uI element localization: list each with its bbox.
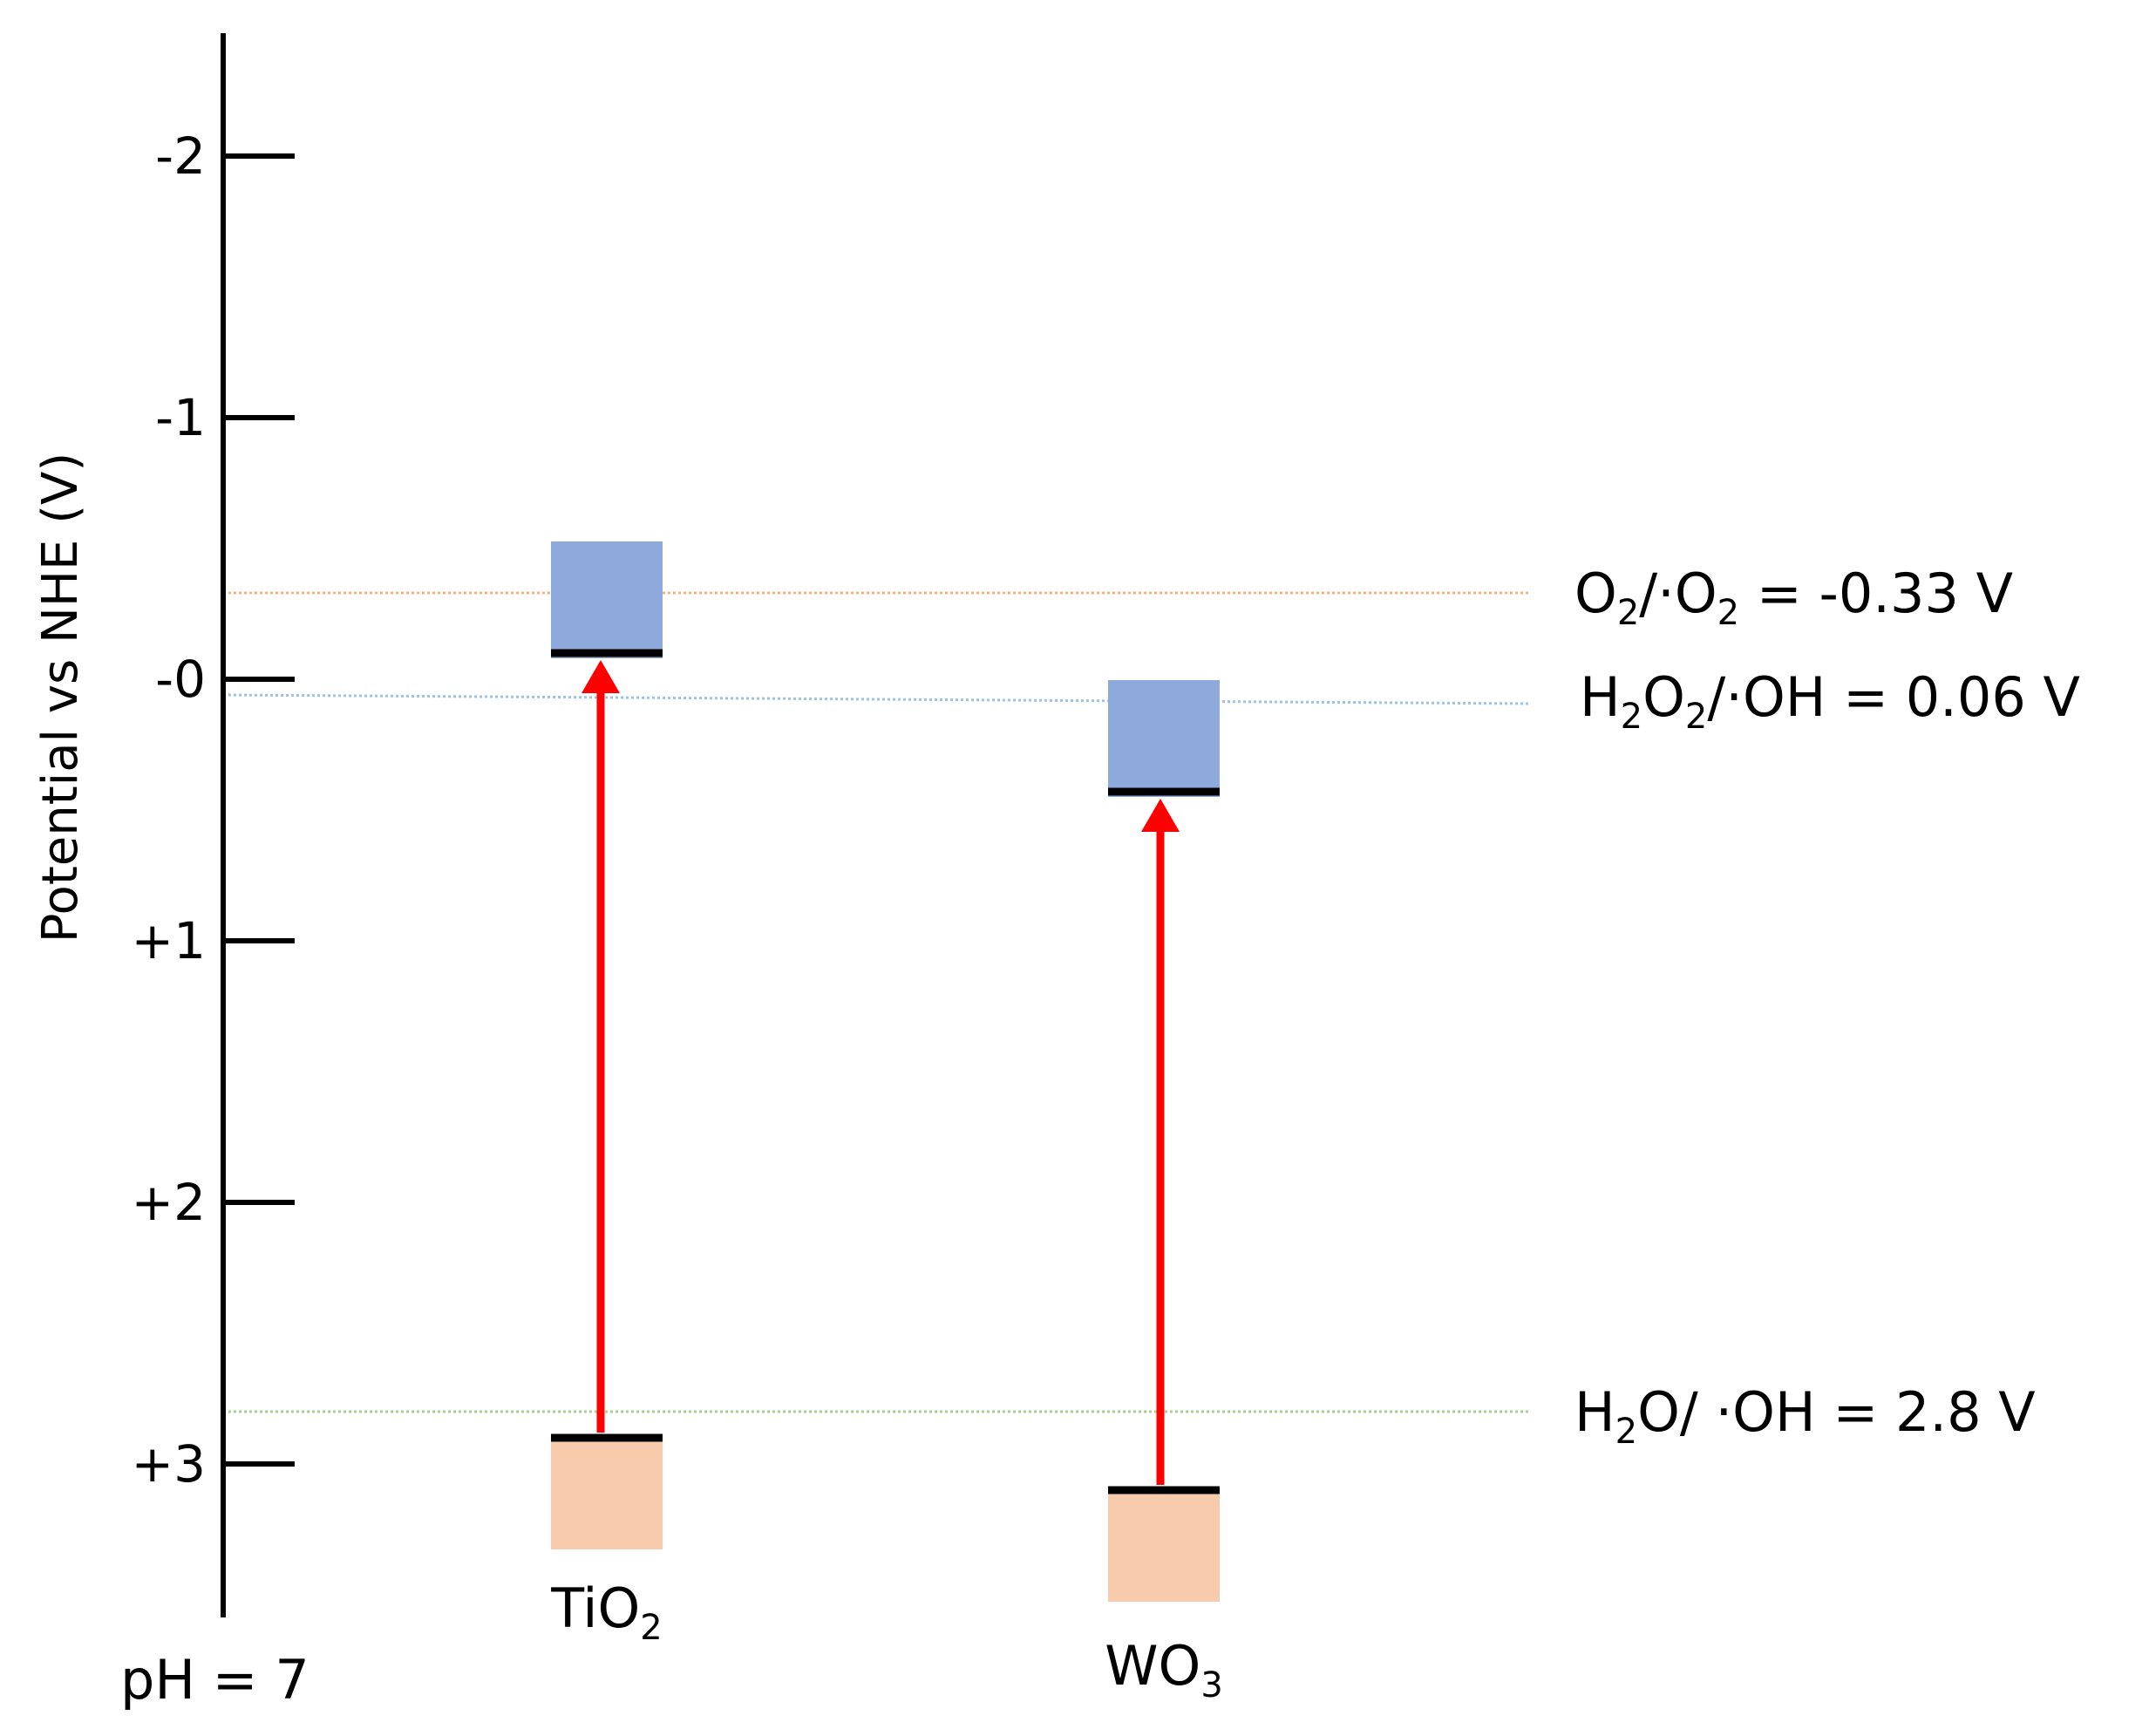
excitation-arrow-head xyxy=(1141,799,1180,832)
axis-tick-label: -0 xyxy=(155,650,206,709)
label-text: H xyxy=(1580,665,1621,729)
label-text: = -0.33 V xyxy=(1739,562,2013,625)
band-edges: TiO2 WO3 xyxy=(550,541,1223,1705)
subscript: 2 xyxy=(1615,1412,1637,1452)
axis-ticks: -2 -1 -0 +1 +2 +3 xyxy=(132,126,295,1494)
excitation-arrow-head xyxy=(581,660,620,693)
reference-label: O2/·O2 = -0.33 V xyxy=(1574,562,2013,633)
label-text: O xyxy=(1574,562,1617,625)
axis-tick-label: -1 xyxy=(155,388,206,447)
subscript: 2 xyxy=(1685,697,1707,737)
valence-band-box xyxy=(1108,1490,1220,1602)
reference-line xyxy=(222,693,1531,705)
material-name: TiO xyxy=(550,1576,640,1640)
reference-label: H2O/ ·OH = 2.8 V xyxy=(1574,1380,2036,1452)
axis-tick-label: +3 xyxy=(132,1434,207,1494)
label-text: O xyxy=(1642,665,1685,729)
axis-tick-label: +2 xyxy=(132,1173,207,1232)
ph-condition-label: pH = 7 xyxy=(120,1648,309,1712)
label-text: H xyxy=(1574,1380,1615,1444)
reference-label: H2O2/·OH = 0.06 V xyxy=(1580,665,2080,737)
conduction-band-box xyxy=(551,541,663,658)
conduction-band-box xyxy=(1108,680,1220,797)
subscript: 2 xyxy=(1717,593,1739,633)
valence-band-box xyxy=(551,1438,663,1549)
label-text: /·O xyxy=(1639,562,1717,625)
subscript: 2 xyxy=(1621,697,1642,737)
axis-tick-label: +1 xyxy=(132,911,207,970)
subscript: 2 xyxy=(1617,593,1639,633)
axis-tick-label: -2 xyxy=(155,126,206,186)
subscript: 3 xyxy=(1200,1665,1222,1705)
material-name: WO xyxy=(1105,1634,1200,1698)
subscript: 2 xyxy=(640,1608,662,1648)
label-text: /·OH = 0.06 V xyxy=(1707,665,2080,729)
material-label: WO3 xyxy=(1105,1634,1223,1705)
material-label: TiO2 xyxy=(550,1576,662,1648)
axis-title: Potential vs NHE (V) xyxy=(32,453,89,943)
label-text: O/ ·OH = 2.8 V xyxy=(1637,1380,2036,1444)
